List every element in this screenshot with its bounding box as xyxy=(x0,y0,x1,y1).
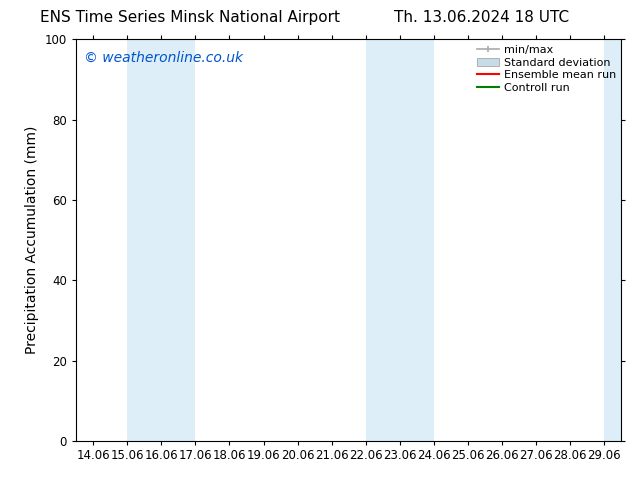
Text: Th. 13.06.2024 18 UTC: Th. 13.06.2024 18 UTC xyxy=(394,10,569,24)
Bar xyxy=(366,39,434,441)
Text: © weatheronline.co.uk: © weatheronline.co.uk xyxy=(84,51,243,65)
Text: ENS Time Series Minsk National Airport: ENS Time Series Minsk National Airport xyxy=(40,10,340,24)
Y-axis label: Precipitation Accumulation (mm): Precipitation Accumulation (mm) xyxy=(25,126,39,354)
Legend: min/max, Standard deviation, Ensemble mean run, Controll run: min/max, Standard deviation, Ensemble me… xyxy=(475,43,618,96)
Bar xyxy=(604,39,621,441)
Bar xyxy=(127,39,195,441)
